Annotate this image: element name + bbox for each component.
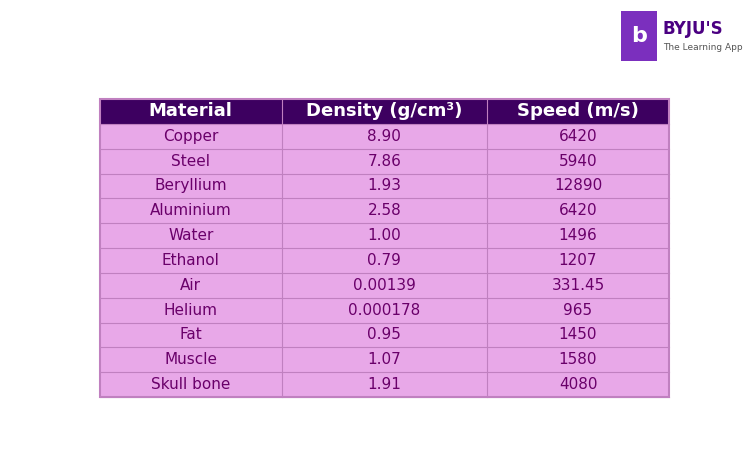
Bar [487, 174, 669, 198]
Bar [282, 148, 487, 174]
Bar [487, 248, 669, 273]
Bar [100, 174, 282, 198]
Text: Water: Water [168, 228, 214, 243]
Bar [100, 372, 282, 397]
Text: Fat: Fat [179, 328, 202, 342]
Bar [487, 198, 669, 223]
Text: 6420: 6420 [559, 129, 597, 144]
Bar [487, 323, 669, 347]
Bar [100, 223, 282, 248]
Text: b: b [631, 26, 647, 46]
Bar [282, 174, 487, 198]
Text: 1450: 1450 [559, 328, 597, 342]
Text: Speed (m/s): Speed (m/s) [517, 103, 639, 121]
Bar [487, 347, 669, 372]
Bar [100, 124, 282, 148]
Bar [100, 273, 282, 298]
Bar [100, 99, 282, 124]
Bar [487, 298, 669, 323]
Text: 0.00139: 0.00139 [353, 278, 416, 293]
Text: BYJU'S: BYJU'S [663, 20, 724, 38]
Bar [282, 198, 487, 223]
Text: 2.58: 2.58 [368, 203, 401, 218]
Text: 1580: 1580 [559, 352, 597, 367]
Bar [100, 99, 669, 397]
Text: 12890: 12890 [554, 179, 602, 194]
Text: The Learning App: The Learning App [663, 43, 742, 52]
Text: 7.86: 7.86 [368, 153, 401, 169]
Text: Muscle: Muscle [164, 352, 218, 367]
Text: 1.07: 1.07 [368, 352, 401, 367]
Bar [282, 99, 487, 124]
Bar [100, 248, 282, 273]
Bar [282, 223, 487, 248]
Bar [100, 198, 282, 223]
Text: 0.79: 0.79 [368, 253, 401, 268]
Bar [487, 273, 669, 298]
Text: 6420: 6420 [559, 203, 597, 218]
Text: 1.93: 1.93 [368, 179, 401, 194]
Bar [100, 323, 282, 347]
Bar [100, 298, 282, 323]
Bar [487, 223, 669, 248]
Bar [487, 372, 669, 397]
Bar [282, 273, 487, 298]
Bar [487, 99, 669, 124]
Text: Ethanol: Ethanol [162, 253, 220, 268]
Text: Steel: Steel [171, 153, 210, 169]
Text: Air: Air [180, 278, 201, 293]
Bar [487, 148, 669, 174]
Text: Density (g/cm³): Density (g/cm³) [306, 103, 463, 121]
Bar [282, 323, 487, 347]
Text: 4080: 4080 [559, 377, 597, 392]
Text: 1.91: 1.91 [368, 377, 401, 392]
Bar [100, 347, 282, 372]
Text: 1496: 1496 [559, 228, 598, 243]
Text: 965: 965 [563, 302, 592, 318]
Text: 5940: 5940 [559, 153, 597, 169]
Text: Copper: Copper [163, 129, 218, 144]
Text: 8.90: 8.90 [368, 129, 401, 144]
Bar [282, 347, 487, 372]
Bar [282, 124, 487, 148]
Text: 331.45: 331.45 [551, 278, 604, 293]
Text: Skull bone: Skull bone [151, 377, 230, 392]
Text: Material: Material [148, 103, 232, 121]
Text: 0.000178: 0.000178 [348, 302, 421, 318]
Bar [282, 248, 487, 273]
FancyBboxPatch shape [619, 8, 659, 64]
Text: 1.00: 1.00 [368, 228, 401, 243]
Text: Beryllium: Beryllium [154, 179, 227, 194]
Bar [282, 372, 487, 397]
Bar [282, 298, 487, 323]
Text: Helium: Helium [164, 302, 218, 318]
Bar [487, 124, 669, 148]
Text: 1207: 1207 [559, 253, 597, 268]
Text: 0.95: 0.95 [368, 328, 401, 342]
Text: Aluminium: Aluminium [150, 203, 232, 218]
Bar [100, 148, 282, 174]
